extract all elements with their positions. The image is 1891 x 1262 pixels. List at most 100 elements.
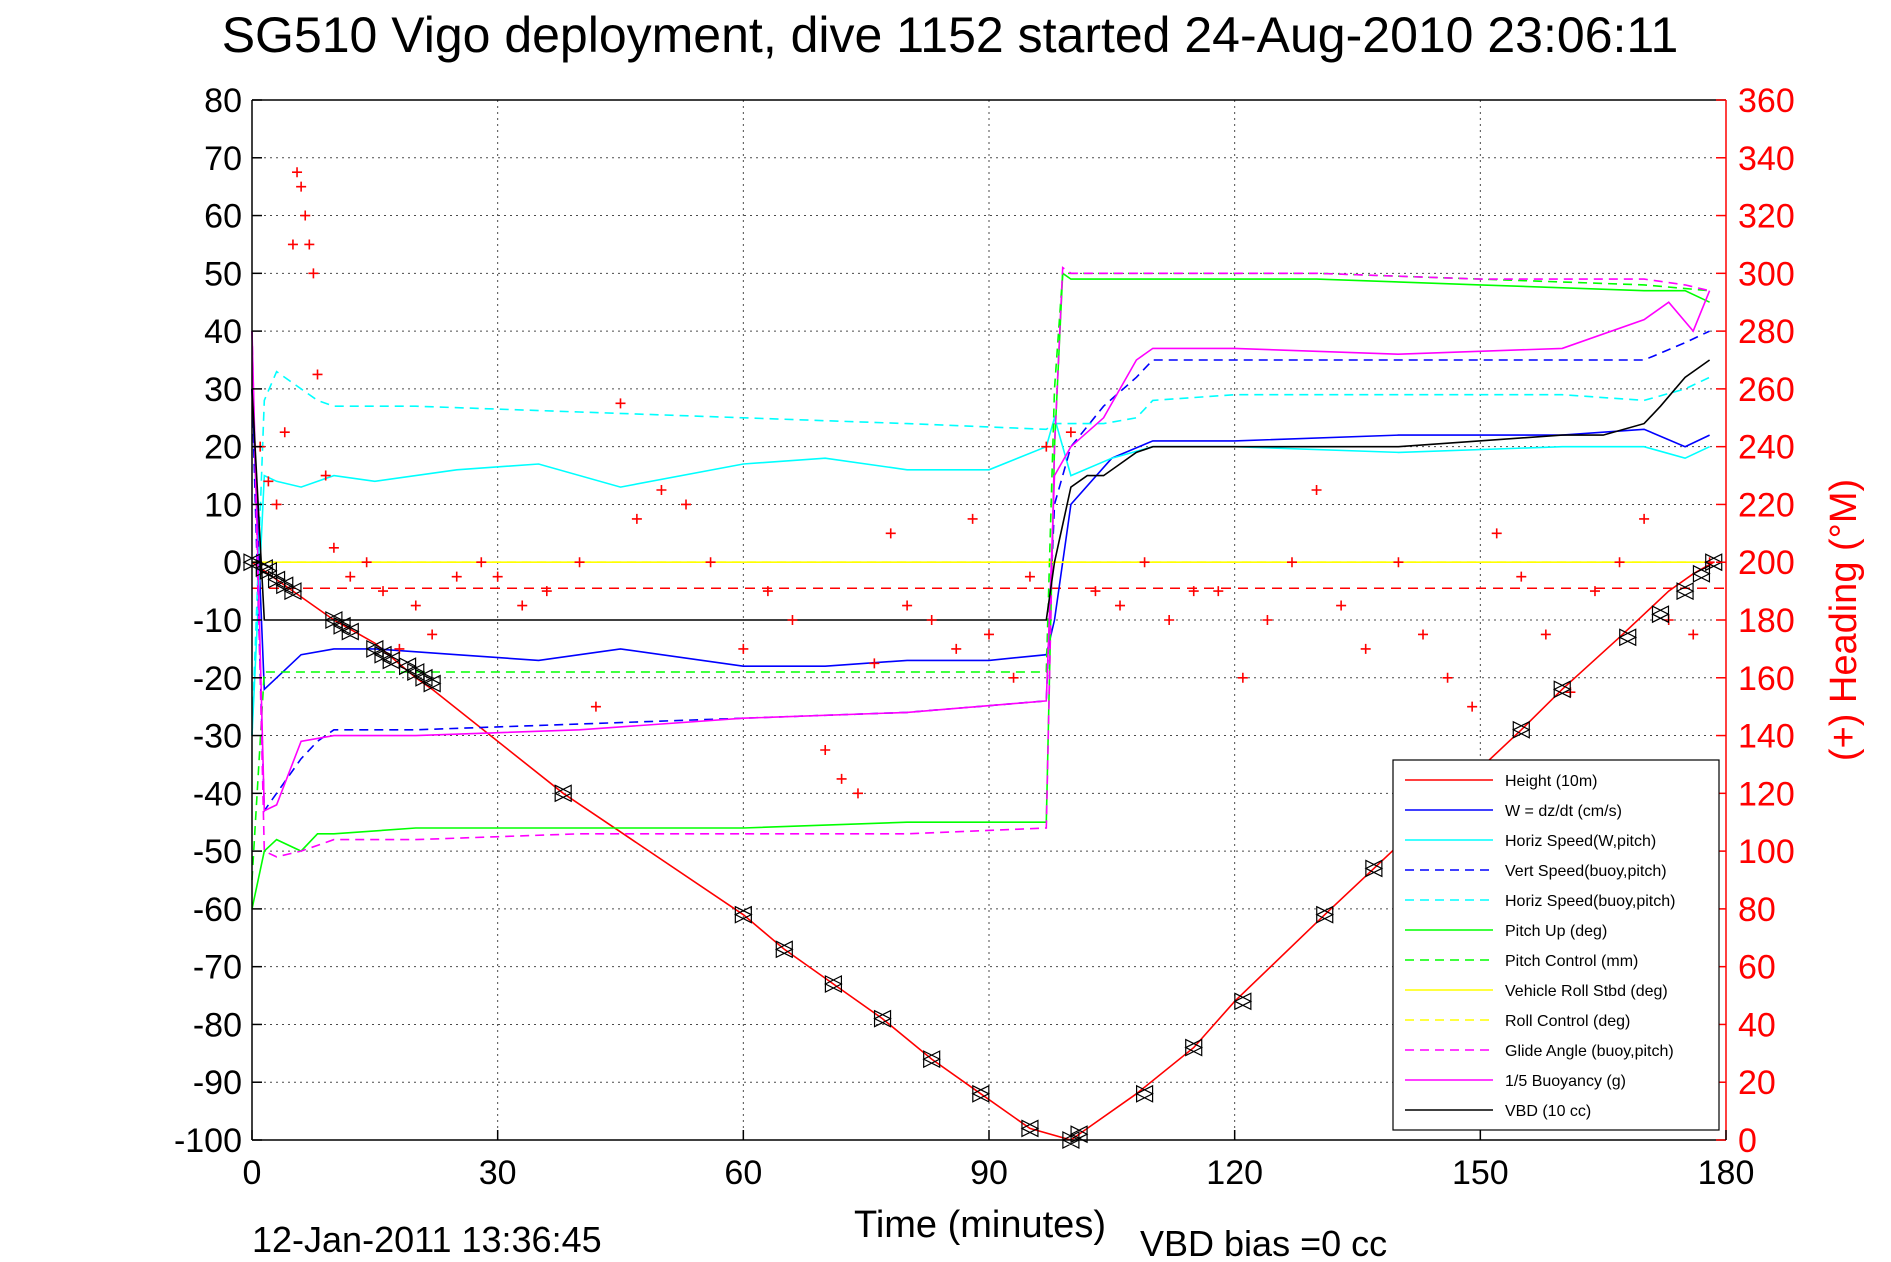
legend-box: [1392, 759, 1720, 1131]
pressure-marker: [254, 559, 274, 577]
series-line-5: [251, 271, 1710, 910]
right-y-tick-label: 140: [1738, 718, 1795, 756]
left-y-tick-label: 80: [204, 82, 242, 120]
heading-point: [820, 745, 831, 755]
heading-point: [308, 268, 319, 279]
x-tick-labels: 0 30 60 90 120 150 180: [243, 1130, 1755, 1192]
left-y-tick-label: -50: [193, 833, 242, 871]
right-y-tick-label: 340: [1738, 140, 1795, 178]
pressure-marker: [824, 975, 843, 993]
pressure-marker: [1511, 720, 1531, 739]
left-y-tick-label: 10: [204, 486, 242, 524]
left-y-tick-label: -60: [193, 891, 242, 929]
x-tick-label: 180: [1698, 1154, 1755, 1192]
heading-point: [1164, 615, 1175, 625]
pressure-marker: [1618, 628, 1638, 647]
right-y-tick-label: 100: [1738, 833, 1795, 871]
left-y-tick-label: 50: [204, 255, 242, 293]
pressure-marker: [553, 784, 573, 803]
series-layer: [251, 266, 1726, 1141]
pressure-marker: [1315, 905, 1335, 924]
heading-point: [631, 513, 642, 524]
series-line-10: [251, 290, 1711, 812]
legend-label: Roll Control (deg): [1505, 1013, 1630, 1030]
right-y-tick-label: 200: [1738, 544, 1795, 582]
pressure-marker: [283, 582, 303, 601]
heading-points-layer: [255, 167, 1715, 799]
heading-point: [681, 499, 692, 510]
heading-point: [1139, 557, 1150, 568]
heading-point: [984, 629, 994, 640]
heading-point: [1418, 629, 1429, 640]
heading-point: [296, 181, 307, 192]
right-y-tick-label: 80: [1738, 891, 1776, 929]
legend-label: W = dz/dt (cm/s): [1505, 803, 1622, 820]
pressure-marker: [1135, 1084, 1154, 1103]
heading-point: [656, 485, 667, 495]
pressure-marker: [340, 622, 360, 641]
pressure-marker: [733, 905, 753, 924]
left-y-tick-label: 70: [204, 140, 242, 178]
heading-point: [574, 557, 585, 568]
heading-point: [361, 557, 372, 568]
x-tick-label: 120: [1206, 1154, 1263, 1192]
heading-point: [1065, 427, 1076, 438]
series-line-9: [251, 266, 1710, 858]
heading-point: [1491, 528, 1502, 539]
right-y-tick-labels: 3603403203002802602402202001801601401201…: [1716, 82, 1795, 1160]
heading-point: [476, 557, 487, 568]
heading-point: [1188, 586, 1199, 597]
heading-point: [1540, 629, 1551, 640]
pressure-marker: [971, 1084, 991, 1103]
right-y-tick-label: 300: [1738, 255, 1795, 293]
pressure-marker: [1233, 992, 1253, 1011]
left-y-tick-label: -100: [174, 1122, 242, 1160]
right-y-tick-label: 0: [1738, 1122, 1757, 1160]
right-y-tick-label: 260: [1738, 371, 1795, 409]
heading-point: [304, 239, 315, 250]
left-y-tick-label: 0: [223, 544, 242, 582]
heading-point: [1237, 672, 1248, 683]
series-line-2: [251, 414, 1710, 736]
heading-point: [1024, 571, 1035, 582]
heading-point: [1041, 441, 1052, 452]
heading-point: [762, 586, 773, 597]
pressure-marker: [1069, 1125, 1089, 1144]
heading-point: [1688, 629, 1699, 640]
heading-point: [951, 643, 962, 654]
right-y-tick-label: 220: [1738, 486, 1795, 524]
left-y-tick-label: -30: [193, 718, 242, 756]
pressure-markers-layer: [242, 553, 1724, 1149]
heading-point: [312, 369, 323, 380]
footer-vbd-bias: VBD bias =0 cc: [1140, 1223, 1387, 1262]
pressure-marker: [1552, 680, 1572, 699]
left-y-tick-label: -40: [193, 775, 242, 813]
heading-point: [300, 210, 311, 221]
right-y-tick-label: 60: [1738, 949, 1776, 987]
x-tick-label: 150: [1452, 1154, 1509, 1192]
pressure-marker: [774, 940, 794, 959]
legend-label: Vehicle Roll Stbd (deg): [1505, 983, 1668, 1000]
heading-point: [263, 476, 274, 487]
right-y-tick-label: 320: [1738, 198, 1795, 236]
heading-point: [1393, 557, 1404, 568]
left-y-tick-label: 30: [204, 371, 242, 409]
heading-point: [287, 239, 298, 250]
legend-label: Horiz Speed(W,pitch): [1505, 833, 1656, 850]
right-y-tick-label: 360: [1738, 82, 1795, 120]
right-y-tick-label: 20: [1738, 1064, 1776, 1102]
heading-point: [271, 499, 282, 510]
heading-point: [1589, 586, 1600, 597]
legend: Height (10m) W = dz/dt (cm/s) Horiz Speed(…: [1392, 759, 1720, 1131]
heading-point: [410, 600, 421, 611]
heading-point: [1639, 513, 1650, 524]
legend-label: 1/5 Buoyancy (g): [1505, 1073, 1626, 1090]
heading-point: [1360, 643, 1371, 654]
chart-title: SG510 Vigo deployment, dive 1152 started…: [222, 7, 1679, 63]
right-y-tick-label: 180: [1738, 602, 1795, 640]
heading-point: [836, 773, 847, 784]
heading-point: [902, 600, 913, 611]
pressure-marker: [922, 1050, 942, 1069]
heading-point: [427, 629, 438, 640]
pressure-marker: [1364, 859, 1384, 878]
